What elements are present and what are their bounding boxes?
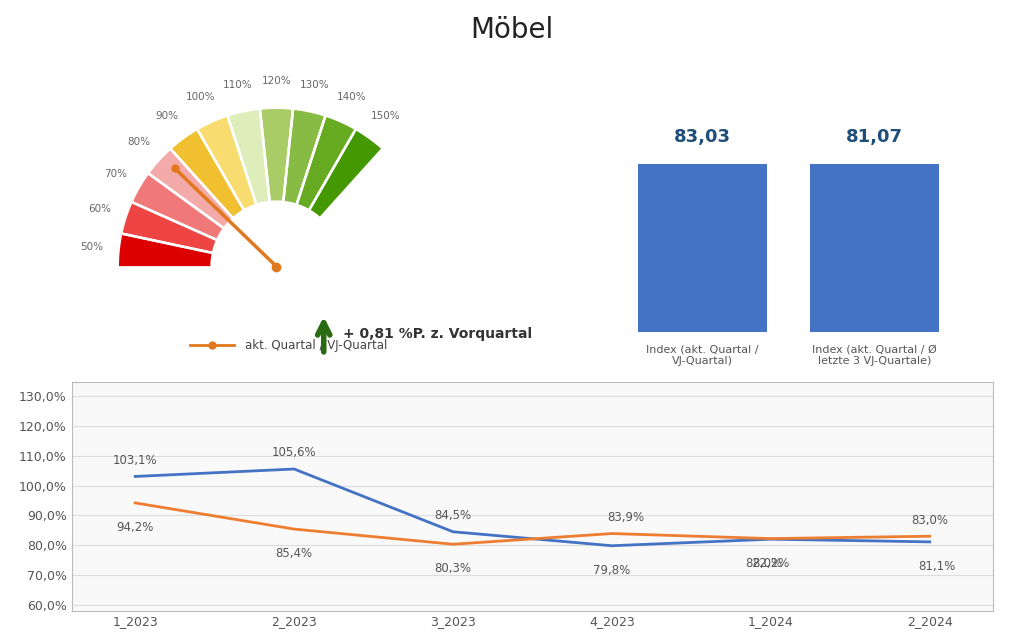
Text: 82,2%: 82,2% [753, 556, 790, 570]
Index (akt. Quartal / VJ-Quartal) [446, 541, 459, 548]
Text: 100%: 100% [186, 92, 216, 102]
Polygon shape [309, 130, 382, 218]
Text: 130%: 130% [300, 80, 330, 90]
Polygon shape [284, 110, 326, 204]
Text: 83,0%: 83,0% [911, 513, 948, 527]
Index (akt. Quartal / VJ-Quartal) [765, 535, 777, 543]
Text: 103,1%: 103,1% [113, 453, 158, 467]
Polygon shape [123, 202, 216, 252]
Polygon shape [133, 174, 223, 240]
Text: 79,8%: 79,8% [593, 563, 631, 577]
Index (akt. Quartal / VJ-Quartal) [288, 525, 300, 533]
Text: 81,07: 81,07 [846, 128, 903, 146]
Polygon shape [119, 234, 212, 266]
Index (akt. Quartal / Ø letzte 3 VJ-Quartale) [446, 528, 459, 536]
Text: 60%: 60% [88, 204, 112, 214]
Polygon shape [260, 109, 293, 201]
Index (akt. Quartal / Ø letzte 3 VJ-Quartale) [288, 465, 300, 473]
Text: Möbel: Möbel [470, 16, 554, 44]
Index (akt. Quartal / Ø letzte 3 VJ-Quartale) [606, 542, 618, 550]
Text: 83,03: 83,03 [674, 128, 731, 146]
Text: Index (akt. Quartal /
VJ-Quartal): Index (akt. Quartal / VJ-Quartal) [646, 345, 759, 366]
Index (akt. Quartal / VJ-Quartal) [129, 499, 141, 507]
Text: akt. Quartal / VJ-Quartal: akt. Quartal / VJ-Quartal [245, 339, 387, 352]
Text: 140%: 140% [337, 92, 367, 102]
Polygon shape [198, 117, 256, 209]
Index (akt. Quartal / Ø letzte 3 VJ-Quartale) [765, 536, 777, 543]
Text: 150%: 150% [371, 111, 400, 121]
Text: + 0,81 %P. z. Vorquartal: + 0,81 %P. z. Vorquartal [343, 328, 531, 342]
FancyBboxPatch shape [810, 164, 939, 332]
Text: 110%: 110% [223, 80, 253, 90]
Text: 50%: 50% [80, 242, 103, 252]
Text: 70%: 70% [104, 169, 127, 179]
FancyBboxPatch shape [638, 164, 767, 332]
Text: 82,0%: 82,0% [745, 557, 782, 570]
Polygon shape [171, 130, 244, 218]
Line: Index (akt. Quartal / Ø letzte 3 VJ-Quartale): Index (akt. Quartal / Ø letzte 3 VJ-Quar… [135, 469, 930, 546]
Text: 80%: 80% [127, 137, 150, 147]
Text: 80,3%: 80,3% [434, 562, 471, 576]
Index (akt. Quartal / Ø letzte 3 VJ-Quartale) [924, 538, 936, 546]
Text: 105,6%: 105,6% [271, 446, 316, 459]
Polygon shape [227, 110, 269, 204]
Text: 94,2%: 94,2% [117, 521, 154, 534]
Index (akt. Quartal / VJ-Quartal) [606, 530, 618, 537]
Text: 85,4%: 85,4% [275, 547, 312, 560]
Text: 81,1%: 81,1% [919, 560, 955, 573]
Text: 83,9%: 83,9% [607, 511, 644, 524]
Line: Index (akt. Quartal / VJ-Quartal): Index (akt. Quartal / VJ-Quartal) [135, 503, 930, 544]
Text: 120%: 120% [262, 76, 291, 86]
Text: 84,5%: 84,5% [434, 509, 472, 522]
Text: 90%: 90% [156, 111, 179, 121]
Index (akt. Quartal / VJ-Quartal) [924, 532, 936, 540]
Index (akt. Quartal / Ø letzte 3 VJ-Quartale) [129, 473, 141, 480]
Polygon shape [150, 149, 232, 228]
Polygon shape [297, 117, 355, 209]
Text: Index (akt. Quartal / Ø
letzte 3 VJ-Quartale): Index (akt. Quartal / Ø letzte 3 VJ-Quar… [812, 345, 937, 366]
